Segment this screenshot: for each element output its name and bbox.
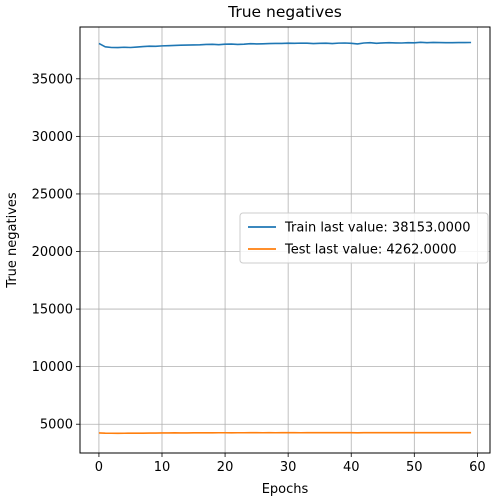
legend-box xyxy=(239,212,489,264)
x-tick-label: 20 xyxy=(217,460,234,475)
legend: Train last value: 38153.0000 Test last va… xyxy=(239,212,489,264)
x-tick-label: 30 xyxy=(280,460,297,475)
series-line-train xyxy=(98,41,472,49)
y-tick-label: 25000 xyxy=(32,187,73,202)
y-axis-label: True negatives xyxy=(5,192,20,289)
legend-label: Test last value: 4262.0000 xyxy=(284,243,457,258)
series-line-test xyxy=(98,431,472,435)
y-tick-label: 20000 xyxy=(32,245,73,260)
y-tick-label: 30000 xyxy=(32,130,73,145)
x-axis-label: Epochs xyxy=(262,482,309,497)
axis-ticks: 0 10 20 30 40 50 60 5000 10000 15000 20000 25000 300… xyxy=(32,72,486,475)
x-tick-label: 40 xyxy=(343,460,360,475)
y-tick-label: 5000 xyxy=(40,418,73,433)
y-tick-label: 15000 xyxy=(32,303,73,318)
x-tick-label: 0 xyxy=(95,460,103,475)
x-tick-label: 60 xyxy=(469,460,486,475)
x-tick-label: 10 xyxy=(154,460,171,475)
y-tick-label: 35000 xyxy=(32,72,73,87)
legend-label: Train last value: 38153.0000 xyxy=(284,221,471,236)
axes-frame xyxy=(79,26,491,454)
chart-title: True negatives xyxy=(227,3,342,21)
x-tick-label: 50 xyxy=(406,460,423,475)
series-layer xyxy=(98,41,472,435)
y-tick-label: 10000 xyxy=(32,360,73,375)
